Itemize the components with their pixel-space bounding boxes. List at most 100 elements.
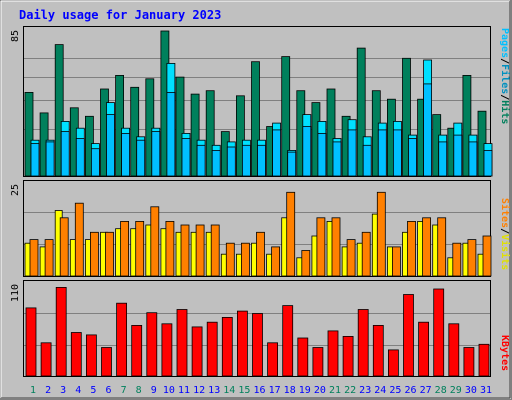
bar-hits-day-13 — [205, 90, 215, 177]
bar-sites-day-1 — [29, 239, 39, 277]
x-label-day-20: 20 — [314, 385, 326, 396]
bar-kbytes-day-15 — [236, 310, 248, 377]
bar-sites-day-3 — [59, 217, 69, 277]
panel-hits-frame — [23, 26, 491, 177]
bar-kbytes-day-14 — [221, 316, 233, 377]
legend-pages: Pages — [499, 28, 510, 58]
bar-sites-day-21 — [331, 217, 341, 277]
y-max-label-visits: 25 — [10, 184, 21, 196]
bar-pages-day-18 — [287, 151, 297, 177]
x-label-day-8: 8 — [136, 385, 142, 396]
bar-kbytes-day-19 — [297, 337, 309, 377]
bar-kbytes-day-31 — [478, 343, 490, 377]
bar-pages-day-10 — [166, 92, 176, 177]
bar-pages-day-21 — [332, 141, 342, 177]
bar-sites-day-22 — [346, 239, 356, 277]
x-label-day-2: 2 — [45, 385, 51, 396]
x-axis-day-labels: 1 2 3 4 5 6 7 8 9 10 11 12 13 14 15 16 17 18 19 20 21 22 23 24 2… — [30, 385, 492, 396]
bar-sites-day-28 — [437, 217, 447, 277]
bar-pages-day-19 — [302, 126, 312, 177]
bar-sites-day-26 — [407, 220, 416, 277]
x-label-day-9: 9 — [151, 385, 157, 396]
legend-hits-panel: Pages/Files/Hits — [499, 28, 511, 124]
legend-sites: Sites — [499, 198, 511, 228]
bar-hits-day-16 — [251, 61, 260, 177]
x-label-day-10: 10 — [163, 385, 175, 396]
bar-sites-day-30 — [467, 239, 477, 277]
bar-pages-day-1 — [30, 143, 40, 177]
x-label-day-5: 5 — [90, 385, 96, 396]
bar-pages-day-30 — [468, 141, 478, 177]
x-label-day-31: 31 — [480, 385, 492, 396]
bar-sites-day-9 — [150, 206, 160, 277]
bar-sites-day-18 — [286, 191, 296, 277]
bar-pages-day-13 — [211, 149, 221, 177]
bar-kbytes-day-11 — [176, 309, 188, 377]
bar-hits-day-30 — [462, 75, 472, 177]
bar-sites-day-17 — [271, 246, 281, 277]
bar-kbytes-day-17 — [267, 342, 279, 377]
bar-kbytes-day-23 — [357, 309, 369, 377]
panel-visits-frame — [23, 180, 491, 277]
bar-pages-day-11 — [181, 138, 191, 177]
bar-sites-day-6 — [105, 231, 114, 277]
bar-pages-day-5 — [91, 148, 100, 177]
bar-kbytes-day-30 — [463, 347, 475, 377]
x-label-day-24: 24 — [374, 385, 386, 396]
bar-kbytes-day-8 — [131, 324, 143, 377]
legend-files: Files — [499, 64, 511, 94]
bar-kbytes-day-18 — [282, 305, 294, 377]
bar-sites-day-25 — [391, 246, 401, 277]
x-label-day-23: 23 — [359, 385, 371, 396]
legend-sep-2: / — [499, 94, 510, 100]
x-label-day-29: 29 — [450, 385, 462, 396]
bar-sites-day-12 — [195, 224, 205, 277]
bar-pages-day-24 — [377, 129, 387, 177]
bar-sites-day-19 — [301, 250, 311, 277]
x-label-day-22: 22 — [344, 385, 356, 396]
bar-sites-day-7 — [120, 220, 129, 277]
bar-kbytes-day-28 — [433, 288, 445, 377]
x-label-day-21: 21 — [329, 385, 341, 396]
bar-hits-day-3 — [54, 44, 64, 177]
bar-pages-day-31 — [483, 149, 493, 177]
bar-kbytes-day-3 — [55, 286, 67, 377]
bar-pages-day-6 — [106, 114, 115, 177]
bar-sites-day-27 — [422, 217, 432, 277]
x-label-day-11: 11 — [178, 385, 190, 396]
x-label-day-13: 13 — [208, 385, 220, 396]
bar-hits-day-9 — [145, 78, 155, 177]
x-label-day-14: 14 — [223, 385, 235, 396]
bar-pages-day-28 — [438, 141, 448, 177]
bar-sites-day-14 — [225, 242, 235, 277]
bar-kbytes-day-27 — [418, 321, 430, 377]
bar-kbytes-day-13 — [206, 321, 218, 377]
bar-sites-day-23 — [361, 231, 371, 277]
bar-sites-day-2 — [44, 239, 54, 277]
bar-sites-day-8 — [135, 220, 145, 277]
x-label-day-15: 15 — [238, 385, 250, 396]
y-max-label-hits: 85 — [10, 30, 21, 42]
x-label-day-16: 16 — [253, 385, 265, 396]
x-label-day-25: 25 — [389, 385, 401, 396]
bar-kbytes-day-5 — [86, 334, 97, 377]
bar-hits-day-1 — [24, 92, 34, 177]
x-label-day-18: 18 — [284, 385, 296, 396]
bar-pages-day-26 — [408, 138, 417, 177]
x-label-day-30: 30 — [465, 385, 477, 396]
bar-kbytes-day-24 — [372, 324, 384, 377]
bar-hits-day-8 — [130, 86, 140, 177]
bar-kbytes-day-9 — [146, 312, 158, 377]
x-label-day-7: 7 — [121, 385, 127, 396]
legend-visits: Visits — [499, 234, 511, 270]
x-label-day-19: 19 — [299, 385, 311, 396]
bar-kbytes-day-26 — [403, 294, 414, 377]
x-label-day-26: 26 — [404, 385, 416, 396]
legend-hits: Hits — [499, 100, 511, 124]
bar-pages-day-22 — [347, 129, 357, 177]
x-label-day-6: 6 — [105, 385, 111, 396]
bar-kbytes-day-1 — [25, 307, 37, 377]
bar-sites-day-4 — [74, 202, 84, 277]
bar-pages-day-20 — [317, 132, 327, 177]
